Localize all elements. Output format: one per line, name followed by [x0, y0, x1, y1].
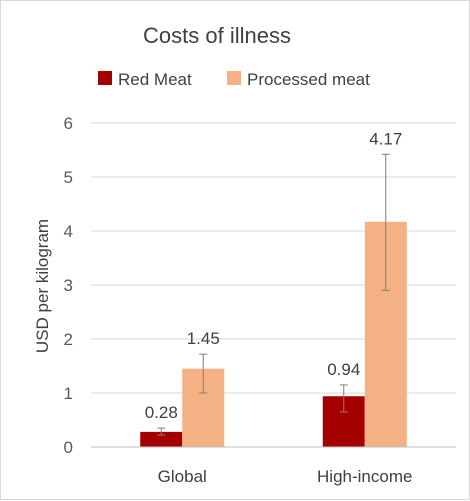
data-label-red-meat-global: 0.28 [145, 403, 178, 422]
data-label-processed-meat-global: 1.45 [187, 329, 220, 348]
y-axis-label: USD per kilogram [33, 219, 52, 353]
bars [140, 221, 407, 447]
x-axis-categories: Global High-income [158, 467, 413, 486]
y-tick-label-2: 2 [64, 330, 73, 349]
data-labels: 0.28 1.45 0.94 4.17 [145, 129, 403, 422]
x-category-high-income: High-income [317, 467, 412, 486]
error-bars [157, 153, 390, 436]
y-tick-label-5: 5 [64, 168, 73, 187]
y-tick-label-1: 1 [64, 384, 73, 403]
legend: Red Meat Processed meat [98, 70, 370, 89]
legend-swatch-processed-meat [227, 71, 241, 85]
y-tick-label-6: 6 [64, 114, 73, 133]
legend-swatch-red-meat [98, 71, 112, 85]
bar-red-meat-global [140, 431, 183, 447]
y-tick-label-3: 3 [64, 276, 73, 295]
y-axis-ticks: 0 1 2 3 4 5 6 [64, 114, 73, 457]
data-label-red-meat-high-income: 0.94 [327, 360, 360, 379]
data-label-processed-meat-high-income: 4.17 [369, 129, 402, 148]
legend-label-red-meat: Red Meat [118, 70, 192, 89]
chart-title: Costs of illness [143, 23, 291, 48]
y-tick-label-0: 0 [64, 438, 73, 457]
y-tick-label-4: 4 [64, 222, 73, 241]
legend-label-processed-meat: Processed meat [247, 70, 370, 89]
x-category-global: Global [158, 467, 207, 486]
